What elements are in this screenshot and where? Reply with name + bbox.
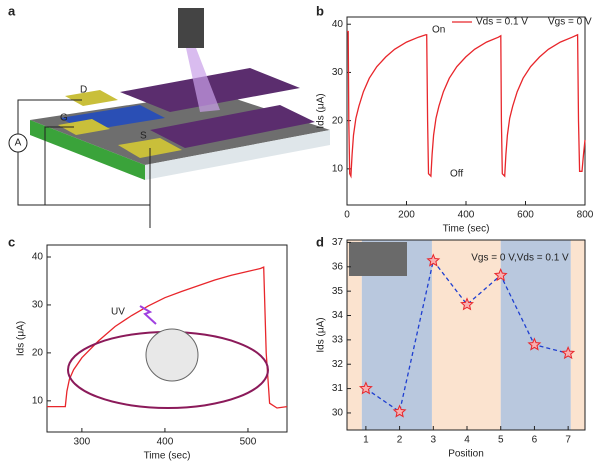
x-axis-label: Position (448, 449, 484, 460)
annotation: Off (450, 169, 463, 180)
substrate-front (145, 130, 330, 180)
data-marker (493, 268, 508, 282)
ammeter (8, 133, 28, 153)
shaded-region (570, 240, 585, 430)
y-tick-label: 36 (332, 261, 344, 272)
device-illustration: D G S A (8, 8, 330, 228)
inset-image (349, 242, 407, 276)
plot-frame (46, 244, 288, 433)
panel-c: 300 400 500 10 20 30 40 Time (sec) Ids (μA) UV (16, 244, 288, 462)
label-g: G (60, 113, 68, 124)
panel-label: d (316, 234, 324, 249)
graphene-strip (150, 105, 315, 148)
panel-label: c (8, 234, 15, 249)
y-axis-label: Ids (μA) (16, 321, 27, 356)
data-marker (460, 297, 474, 311)
x-axis-label: Time (sec) (144, 451, 191, 462)
y-tick-label: 20 (332, 115, 344, 126)
y-tick-label: 35 (332, 286, 344, 297)
y-tick-label: 10 (332, 163, 344, 174)
shaded-region (500, 240, 571, 430)
y-tick-label: 30 (32, 300, 44, 311)
data-marker (527, 337, 542, 351)
data-marker (358, 381, 373, 395)
y-tick-label: 33 (332, 335, 344, 346)
y-tick-label: 40 (332, 19, 344, 30)
x-tick-label: 400 (157, 437, 174, 448)
x-tick-label: 200 (398, 210, 415, 221)
x-tick-label: 3 (431, 435, 437, 446)
light-beam (186, 48, 220, 112)
y-axis-label: Ids (μA) (316, 93, 327, 128)
x-tick-label: 300 (74, 437, 91, 448)
label-a: A (15, 138, 22, 149)
x-tick-label: 800 (577, 210, 594, 221)
y-tick-label: 30 (332, 408, 344, 419)
data-marker (561, 345, 576, 360)
x-tick-label: 5 (498, 435, 504, 446)
panel-label: a (8, 3, 16, 18)
y-tick-label: 34 (332, 310, 344, 321)
y-tick-label: 32 (332, 359, 344, 370)
y-tick-label: 10 (32, 395, 44, 406)
annotation: Vgs = 0 V,Vds = 0.1 V (471, 253, 569, 264)
x-tick-label: 1 (363, 435, 369, 446)
label-d: D (80, 85, 87, 96)
x-tick-label: 400 (458, 210, 475, 221)
annotation: On (432, 25, 445, 36)
x-tick-label: 4 (464, 435, 470, 446)
x-tick-label: 2 (397, 435, 403, 446)
y-tick-label: 37 (332, 237, 344, 248)
probe (178, 8, 204, 48)
substrate-side (30, 120, 145, 180)
pad-d (65, 90, 118, 106)
label-s: S (140, 131, 147, 142)
y-tick-label: 20 (32, 348, 44, 359)
x-tick-label: 6 (532, 435, 538, 446)
pad-g (58, 119, 110, 135)
shaded-region (431, 240, 501, 430)
uv-bolt (139, 305, 157, 325)
x-tick-label: 600 (517, 210, 534, 221)
legend-label: Vds = 0.1 V (476, 17, 528, 28)
y-tick-label: 30 (332, 67, 344, 78)
y-tick-label: 40 (32, 252, 44, 263)
data-line (47, 266, 288, 409)
chart-panel: 0 200 400 600 800 10 20 30 40 Time (sec) Ids (μA) V… (316, 16, 594, 235)
annotation: Vgs = 0 V (548, 17, 592, 28)
annotation: UV (111, 307, 125, 318)
plot-frame (346, 16, 586, 206)
shaded-region (347, 240, 362, 430)
data-marker (426, 253, 441, 267)
x-tick-label: 0 (344, 210, 350, 221)
panel-label: b (316, 3, 324, 18)
data-line (347, 30, 586, 179)
x-tick-label: 7 (565, 435, 571, 446)
x-axis-label: Time (sec) (443, 224, 490, 235)
y-tick-label: 31 (332, 383, 344, 394)
plot-frame (346, 239, 586, 431)
band-diagram (145, 328, 199, 382)
x-tick-label: 500 (240, 437, 257, 448)
data-marker (392, 404, 407, 418)
y-axis-label: Ids (μA) (316, 317, 327, 352)
